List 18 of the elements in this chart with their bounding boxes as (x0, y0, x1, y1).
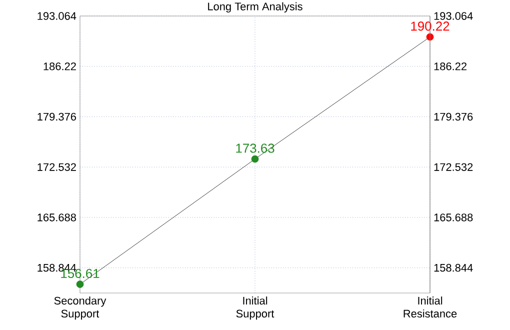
y-tick-label: 186.22 (44, 62, 76, 70)
y2-tick-label: 158.844 (434, 264, 473, 272)
y-tick-label: 165.688 (38, 214, 76, 222)
x-tick-label: Initial Resistance (404, 296, 457, 318)
x-tick-label: Secondary Support (54, 296, 106, 320)
y-tick-label: 172.532 (38, 163, 76, 171)
chart-title: Long Term Analysis (208, 2, 302, 12)
point (251, 155, 259, 163)
y-tick-label: 179.376 (38, 112, 76, 121)
y2-tick-label: 172.532 (434, 163, 473, 171)
x-tick-label: Initial Support (236, 296, 274, 320)
data-label: 190.22 (411, 22, 450, 31)
y-tick-label: 193.064 (38, 12, 76, 20)
point (76, 280, 84, 288)
y2-tick-label: 165.688 (434, 214, 473, 222)
y2-tick-label: 193.064 (434, 12, 473, 20)
y2-tick-label: 179.376 (434, 112, 473, 121)
y2-tick-label: 186.22 (434, 62, 466, 70)
